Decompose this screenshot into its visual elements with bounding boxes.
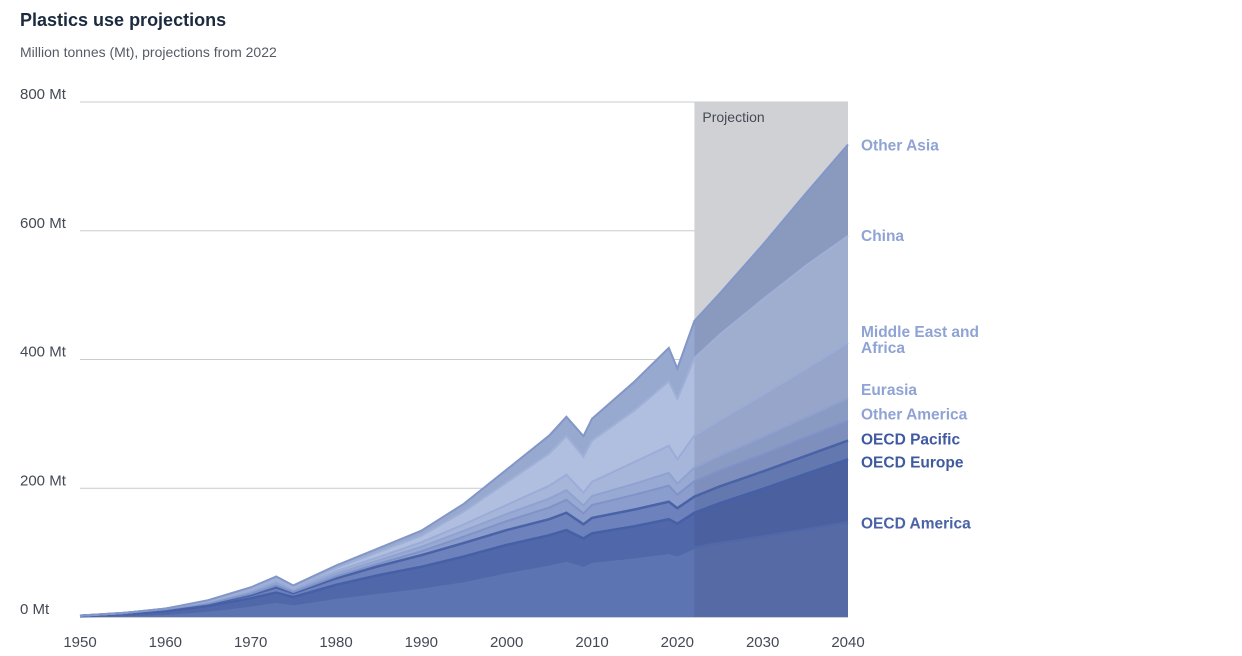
- series-line: [79, 419, 849, 617]
- projection-overlay: [694, 102, 848, 617]
- series-label: China: [861, 228, 904, 245]
- chart-subtitle: Million tonnes (Mt), projections from 20…: [20, 44, 277, 60]
- series-label: Middle East and Africa: [861, 324, 979, 357]
- projection-region: Projection: [694, 102, 848, 617]
- series-lines: [79, 143, 849, 618]
- y-tick-label: 400 Mt: [20, 344, 67, 361]
- x-tick-label: 1960: [149, 634, 182, 651]
- x-tick-label: 2030: [746, 634, 779, 651]
- series-label: Eurasia: [861, 382, 917, 399]
- series-line: [79, 521, 849, 618]
- area-china[interactable]: [80, 235, 848, 616]
- series-line: [79, 341, 849, 617]
- x-tick-label: 2010: [575, 634, 608, 651]
- x-tick-label: 2020: [661, 634, 694, 651]
- series-line: [79, 397, 849, 617]
- axis-labels: 0 Mt 200 Mt 400 Mt 600 Mt 800 Mt 1950 1960 1970…: [20, 86, 865, 651]
- y-tick-label: 600 Mt: [20, 215, 67, 232]
- chart-title: Plastics use projections: [20, 10, 227, 30]
- x-tick-label: 1950: [63, 634, 96, 651]
- area-oecd-europe[interactable]: [80, 459, 848, 617]
- y-tick-label: 200 Mt: [20, 472, 67, 489]
- series-line: [79, 439, 849, 617]
- series-line: [79, 458, 849, 617]
- x-tick-label: 2000: [490, 634, 523, 651]
- area-oecd-america[interactable]: [80, 522, 848, 617]
- series-label: OECD America: [861, 515, 971, 532]
- series-label: OECD Europe: [861, 454, 964, 471]
- x-tick-label: 2040: [831, 634, 864, 651]
- series-label: OECD Pacific: [861, 432, 960, 449]
- series-label: Other Asia: [861, 137, 939, 154]
- x-tick-label: 1990: [405, 634, 438, 651]
- projection-label: Projection: [702, 109, 764, 125]
- x-tick-label: 1980: [319, 634, 352, 651]
- x-tick-label: 1970: [234, 634, 267, 651]
- series-line: [79, 143, 849, 617]
- series-label: Other America: [861, 407, 968, 424]
- series-areas: [80, 144, 848, 617]
- series-line: [79, 235, 849, 617]
- y-tick-label: 0 Mt: [20, 601, 50, 618]
- series-labels: OECD America OECD Europe OECD Pacific Other…: [861, 137, 979, 532]
- y-tick-label: 800 Mt: [20, 86, 67, 103]
